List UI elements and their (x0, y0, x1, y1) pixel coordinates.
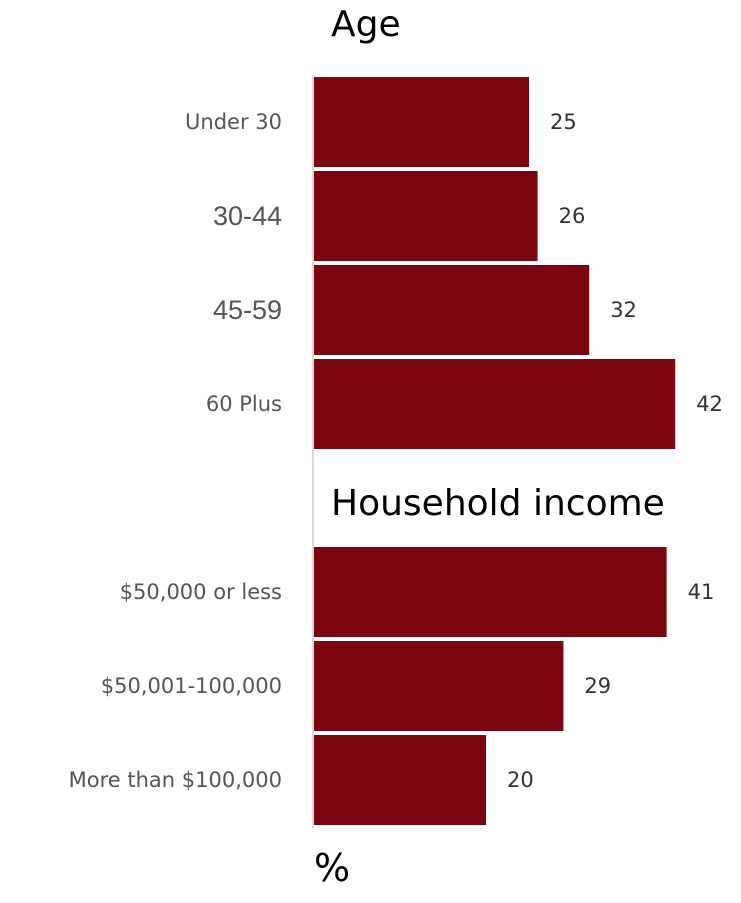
category-label-more-than-100-000: More than $100,000 (69, 768, 282, 792)
bar-more-than-100-000 (314, 735, 486, 825)
category-label-under-30: Under 30 (185, 110, 282, 134)
value-label-more-than-100-000: 20 (507, 768, 534, 792)
value-label-50-001-100-000: 29 (584, 674, 611, 698)
bar-50-001-100-000 (314, 641, 564, 731)
bar-45-59 (314, 265, 590, 355)
category-label-45-59: 45-59 (213, 295, 282, 325)
value-label-under-30: 25 (550, 110, 577, 134)
value-label-30-44: 26 (559, 204, 586, 228)
category-label-50-000-or-less: $50,000 or less (120, 580, 282, 604)
bar-30-44 (314, 171, 538, 261)
category-label-60-plus: 60 Plus (206, 392, 282, 416)
value-label-50-000-or-less: 41 (688, 580, 715, 604)
age-section-title: Age (331, 4, 401, 45)
value-label-45-59: 32 (610, 298, 637, 322)
category-label-30-44: 30-44 (213, 201, 282, 231)
value-label-60-plus: 42 (696, 392, 723, 416)
unit-label: % (314, 846, 351, 890)
bar-under-30 (314, 77, 529, 167)
bar-60-plus (314, 359, 676, 449)
category-label-50-001-100-000: $50,001-100,000 (101, 674, 282, 698)
income-section-title: Household income (331, 483, 665, 524)
bar-50-000-or-less (314, 547, 667, 637)
